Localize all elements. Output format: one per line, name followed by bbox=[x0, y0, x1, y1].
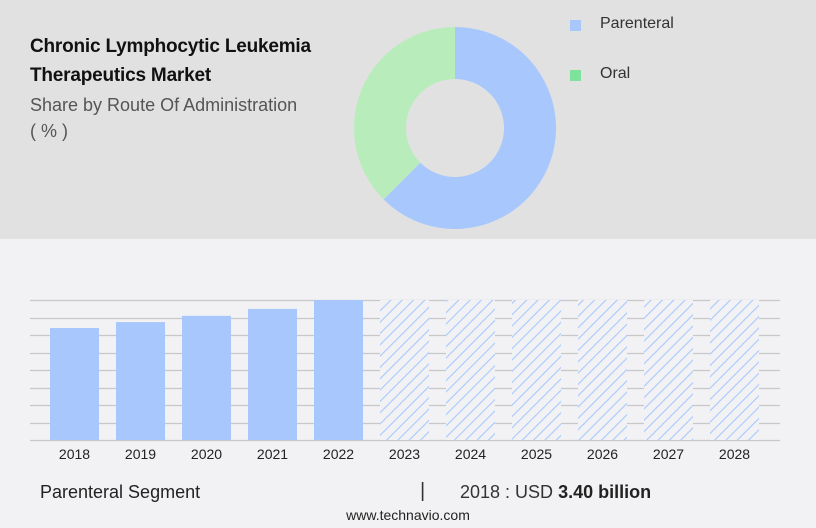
bar-2018 bbox=[50, 328, 99, 440]
segment-value: 2018 : USD 3.40 billion bbox=[460, 482, 651, 503]
donut-slice-oral bbox=[353, 27, 455, 200]
forecast-bar-2028 bbox=[710, 300, 759, 440]
top-panel: Chronic Lymphocytic Leukemia Therapeutic… bbox=[0, 0, 816, 239]
bar-2022 bbox=[314, 300, 363, 440]
bar-2021 bbox=[248, 308, 297, 440]
segment-label: Parenteral Segment bbox=[40, 482, 201, 502]
legend-swatch-parenteral bbox=[570, 20, 581, 31]
bar-2020 bbox=[182, 315, 231, 440]
legend-swatch-oral bbox=[570, 70, 581, 81]
legend-label: Oral bbox=[600, 65, 631, 82]
x-label-2028: 2028 bbox=[718, 446, 751, 462]
subtitle-line-2: ( % ) bbox=[30, 121, 68, 141]
chart-title: Chronic Lymphocytic Leukemia Therapeutic… bbox=[30, 32, 360, 90]
x-label-2023: 2023 bbox=[388, 446, 421, 462]
x-label-2018: 2018 bbox=[58, 446, 91, 462]
title-line-1: Chronic Lymphocytic Leukemia bbox=[30, 36, 311, 57]
legend-label: Parenteral bbox=[600, 15, 674, 32]
x-label-2025: 2025 bbox=[520, 446, 553, 462]
chart-subtitle: Share by Route Of Administration ( % ) bbox=[30, 92, 350, 144]
forecast-bar-2027 bbox=[644, 300, 693, 440]
forecast-bar-2023 bbox=[380, 300, 429, 440]
x-label-2021: 2021 bbox=[256, 446, 289, 462]
x-label-2020: 2020 bbox=[190, 446, 223, 462]
subtitle-line-1: Share by Route Of Administration bbox=[30, 95, 298, 115]
forecast-bar-2026 bbox=[578, 300, 627, 440]
value-prefix: 2018 : USD bbox=[460, 482, 559, 502]
x-label-2024: 2024 bbox=[454, 446, 487, 462]
x-label-2027: 2027 bbox=[652, 446, 685, 462]
footer-separator: | bbox=[420, 480, 426, 502]
website-url: www.technavio.com bbox=[346, 507, 470, 523]
bar-2019 bbox=[116, 322, 165, 440]
donut-slice-parenteral bbox=[383, 27, 556, 229]
x-label-2026: 2026 bbox=[586, 446, 619, 462]
forecast-bar-2024 bbox=[446, 300, 495, 440]
donut-chart bbox=[353, 27, 556, 229]
title-line-2: Therapeutics Market bbox=[30, 65, 211, 86]
value-amount: 3.40 billion bbox=[558, 482, 652, 502]
forecast-bar-2025 bbox=[512, 300, 561, 440]
x-label-2022: 2022 bbox=[322, 446, 355, 462]
bar-chart bbox=[30, 299, 780, 442]
x-label-2019: 2019 bbox=[124, 446, 157, 462]
